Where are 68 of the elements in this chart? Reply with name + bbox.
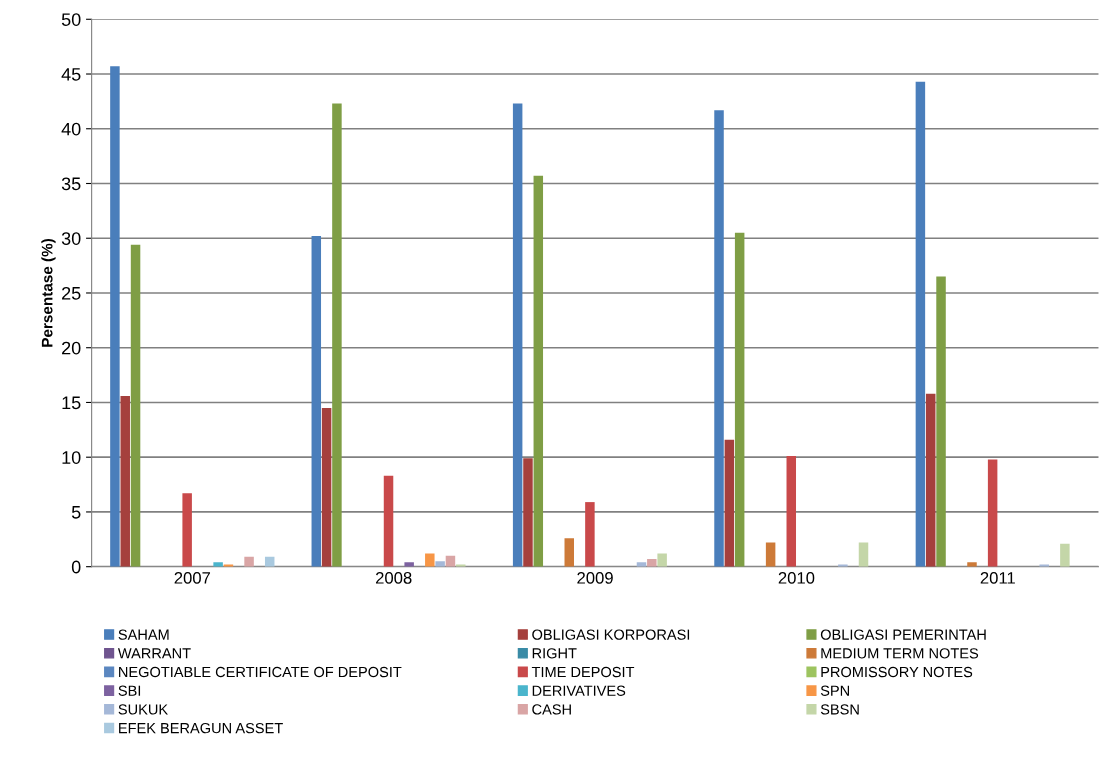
legend-label: CASH (532, 704, 571, 715)
legend-label: SPN (820, 685, 849, 696)
bar (244, 556, 254, 567)
bar (110, 66, 120, 567)
bar (936, 276, 946, 567)
y-tick-label: 20 (62, 341, 81, 355)
bar (321, 407, 332, 567)
bar (512, 103, 523, 567)
y-tick-label: 15 (62, 396, 81, 410)
legend-label: EFEK BERAGUN ASSET (119, 722, 283, 734)
bar (734, 232, 745, 567)
bar (435, 561, 445, 567)
y-tick-label: 50 (61, 13, 81, 26)
bar (182, 493, 192, 567)
x-tick-label: 2007 (174, 571, 211, 584)
y-tick-label: 0 (71, 560, 81, 574)
x-tick-label: 2010 (778, 571, 815, 584)
bar (915, 81, 926, 567)
x-tick-label: 2009 (577, 571, 613, 584)
bar (332, 103, 342, 567)
legend-label: NEGOTIABLE CERTIFICATE OF DEPOSIT (119, 666, 402, 678)
bar (130, 244, 141, 567)
bar (858, 542, 869, 567)
bar (383, 475, 394, 567)
bar (657, 553, 667, 567)
bar (724, 439, 735, 567)
legend-label: OBLIGASI PEMERINTAH (820, 629, 986, 640)
bar (838, 564, 848, 567)
legend-label: WARRANT (117, 648, 191, 659)
y-tick-label: 30 (61, 232, 81, 245)
y-tick-label: 45 (61, 68, 81, 81)
legend-label: TIME DEPOSIT (531, 666, 635, 678)
bar (925, 393, 936, 567)
bar (987, 459, 998, 567)
bar (564, 538, 574, 567)
y-axis-title: Persentase (%) (41, 238, 56, 347)
legend-label: DERIVATIVES (532, 685, 626, 696)
bar (523, 458, 533, 567)
bar (533, 175, 544, 567)
bar (1060, 543, 1070, 567)
legend-label: PROMISSORY NOTES (821, 666, 973, 678)
y-tick-label: 40 (61, 122, 81, 136)
bar (456, 564, 466, 567)
legend-label: SBSN (820, 704, 859, 715)
y-tick-label: 35 (61, 177, 81, 191)
bar (765, 542, 776, 567)
legend-label: SAHAM (118, 629, 169, 640)
y-tick-label: 10 (62, 451, 81, 464)
legend-label: RIGHT (532, 648, 577, 659)
legend-label: SBI (118, 685, 141, 696)
x-tick-label: 2008 (375, 571, 412, 584)
bar (585, 502, 595, 567)
y-tick-label: 25 (62, 286, 81, 300)
legend-label: OBLIGASI KORPORASI (532, 629, 690, 640)
legend-label: SUKUK (118, 704, 168, 715)
bar (647, 559, 657, 567)
bar (120, 395, 130, 567)
bar (311, 236, 322, 567)
y-tick-label: 5 (71, 506, 81, 519)
bar (1039, 564, 1049, 567)
bar (213, 562, 223, 567)
bar (714, 110, 724, 567)
x-tick-label: 2011 (980, 571, 1015, 584)
bar (425, 553, 435, 567)
legend-label: MEDIUM TERM NOTES (821, 648, 979, 659)
bar (967, 562, 977, 567)
bar (786, 456, 797, 567)
bar (404, 562, 414, 567)
